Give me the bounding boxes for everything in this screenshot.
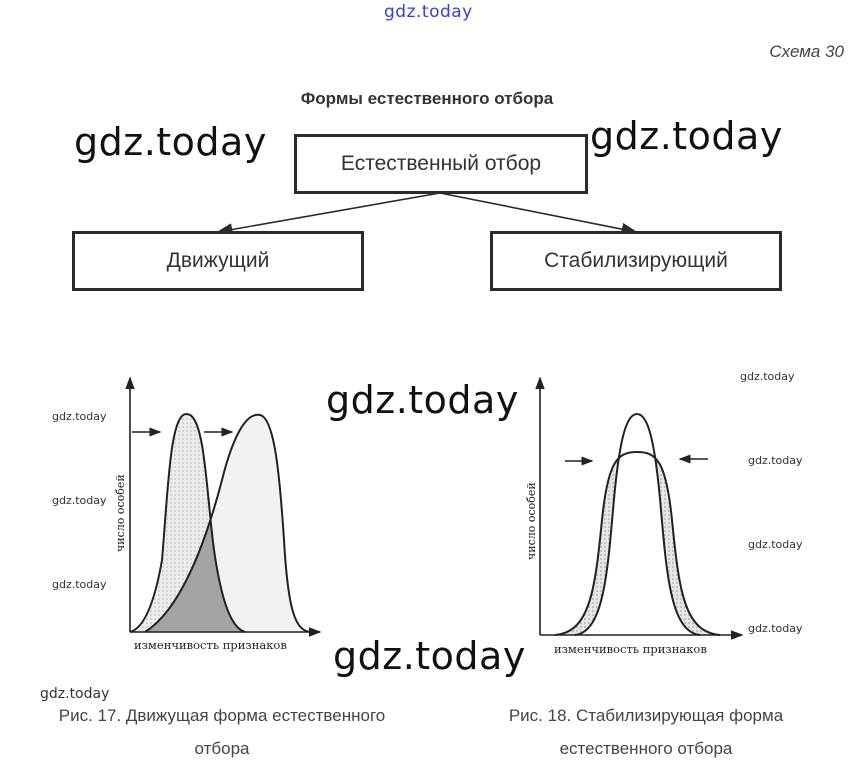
- figure17-caption-line2: отбора: [194, 739, 250, 758]
- scheme-number: Схема 30: [769, 42, 844, 61]
- figure17-xlabel: изменчивость признаков: [134, 638, 287, 652]
- diagram-connectors: [216, 192, 638, 236]
- left-child-label: Движущий: [166, 249, 270, 272]
- figure18-ylabel: число особей: [525, 482, 538, 560]
- watermark-small: gdz.today: [740, 370, 795, 383]
- right-child-box: Стабилизирующий: [490, 231, 782, 291]
- watermark-small: gdz.today: [52, 410, 107, 423]
- figure17-ylabel: число особей: [114, 474, 127, 552]
- arrow-to-right: [439, 192, 638, 236]
- watermark: gdz.today: [590, 114, 783, 158]
- diagram-title: Формы естественного отбора: [300, 89, 554, 108]
- arrow-to-left: [216, 192, 441, 236]
- root-box: Естественный отбор: [294, 134, 588, 194]
- figure18-xlabel: изменчивость признаков: [554, 642, 707, 656]
- watermark-small: gdz.today: [52, 578, 107, 591]
- watermark-small: gdz.today: [748, 538, 803, 551]
- watermark: gdz.today: [333, 634, 526, 678]
- figure18-caption-line2: естественного отбора: [559, 739, 733, 758]
- watermark: gdz.today: [326, 378, 519, 422]
- right-child-label: Стабилизирующий: [544, 249, 728, 272]
- root-label: Естественный отбор: [340, 152, 542, 175]
- figure17-caption: Рис. 17. Движущая форма естественного от…: [10, 699, 434, 765]
- figure17-caption-line1: Рис. 17. Движущая форма естественного: [58, 706, 386, 725]
- figure18-caption-line1: Рис. 18. Стабилизирующая форма: [508, 706, 784, 725]
- watermark-small: gdz.today: [748, 622, 803, 635]
- watermark-small: gdz.today: [40, 686, 110, 702]
- watermark-top: gdz.today: [384, 2, 473, 22]
- left-child-box: Движущий: [72, 231, 364, 291]
- watermark-small: gdz.today: [52, 494, 107, 507]
- watermark-small: gdz.today: [748, 454, 803, 467]
- watermark: gdz.today: [74, 120, 267, 164]
- figure18-graph: число особей изменчивость признаков: [525, 376, 744, 656]
- figure17-graph: число особей изменчивость признаков: [114, 376, 322, 652]
- figure18-caption: Рис. 18. Стабилизирующая форма естествен…: [446, 699, 846, 765]
